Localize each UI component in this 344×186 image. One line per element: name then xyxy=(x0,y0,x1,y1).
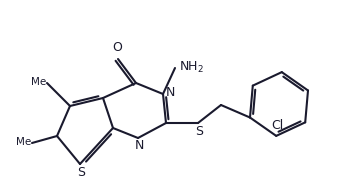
Text: Cl: Cl xyxy=(271,119,283,132)
Text: Me: Me xyxy=(16,137,31,147)
Text: Me: Me xyxy=(31,77,46,87)
Text: N: N xyxy=(134,139,144,152)
Text: S: S xyxy=(77,166,85,179)
Text: O: O xyxy=(112,41,122,54)
Text: NH$_2$: NH$_2$ xyxy=(179,60,204,75)
Text: N: N xyxy=(166,86,175,99)
Text: S: S xyxy=(195,125,203,138)
